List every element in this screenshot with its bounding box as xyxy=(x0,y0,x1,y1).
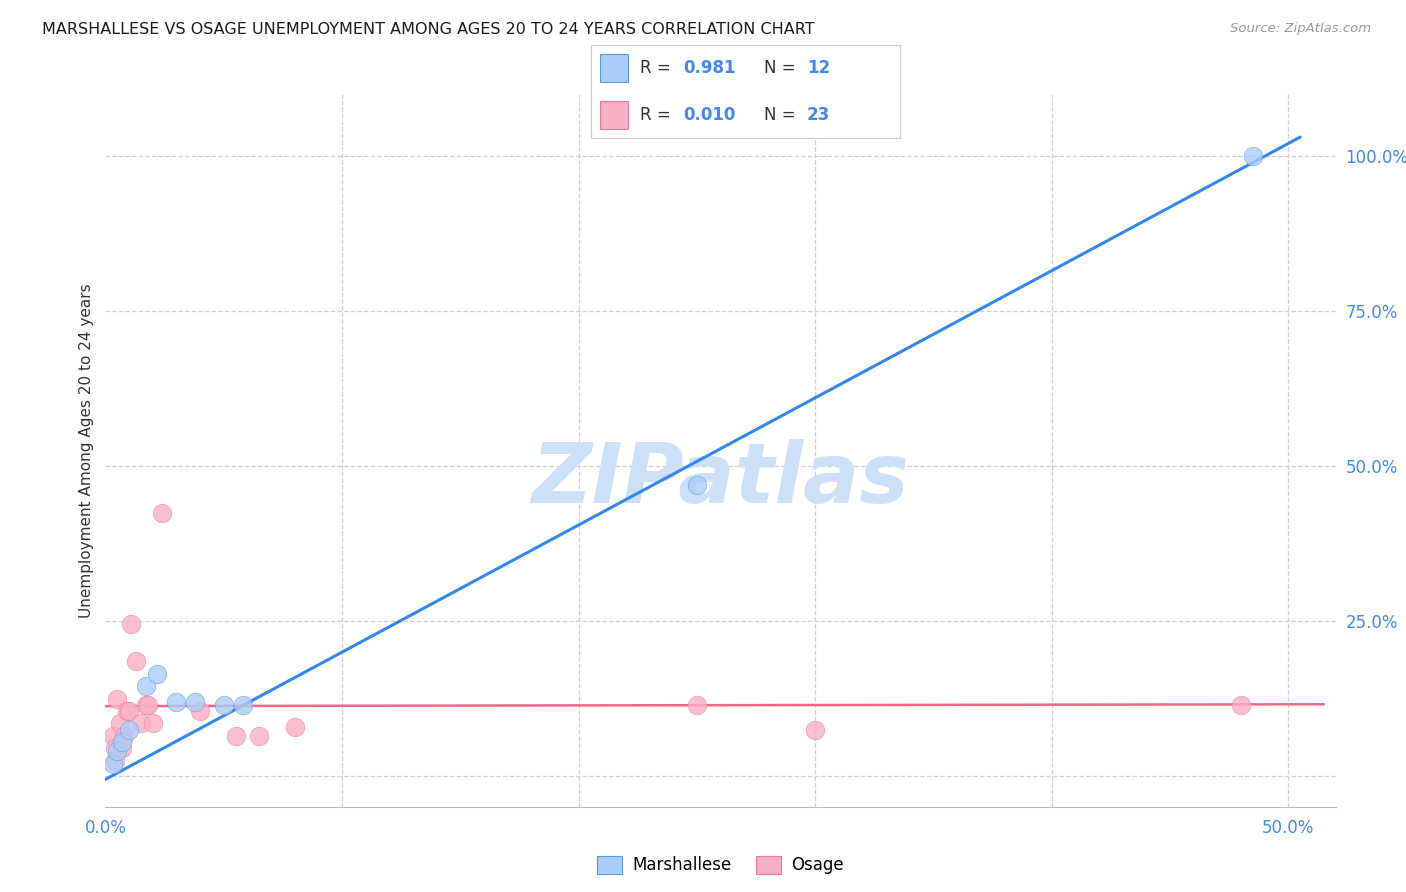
Point xyxy=(247,729,270,743)
Point xyxy=(108,716,131,731)
Point xyxy=(188,704,211,718)
Point xyxy=(165,695,187,709)
Point xyxy=(101,729,124,743)
Point xyxy=(150,506,173,520)
Text: MARSHALLESE VS OSAGE UNEMPLOYMENT AMONG AGES 20 TO 24 YEARS CORRELATION CHART: MARSHALLESE VS OSAGE UNEMPLOYMENT AMONG … xyxy=(42,22,815,37)
Point xyxy=(118,704,141,718)
Point xyxy=(142,716,165,731)
Text: N =: N = xyxy=(763,106,800,124)
Point xyxy=(1241,149,1264,163)
Point xyxy=(115,704,138,718)
Y-axis label: Unemployment Among Ages 20 to 24 years: Unemployment Among Ages 20 to 24 years xyxy=(79,283,94,618)
Point xyxy=(184,695,207,709)
Point xyxy=(121,617,143,632)
Text: 12: 12 xyxy=(807,59,830,77)
Point xyxy=(212,698,235,712)
Text: 23: 23 xyxy=(807,106,831,124)
Point xyxy=(104,754,127,768)
Text: 0.981: 0.981 xyxy=(683,59,735,77)
Point xyxy=(284,720,307,734)
Point xyxy=(804,723,827,737)
Point xyxy=(135,679,157,693)
Legend: Marshallese, Osage: Marshallese, Osage xyxy=(591,849,851,881)
Point xyxy=(129,716,152,731)
Text: N =: N = xyxy=(763,59,800,77)
FancyBboxPatch shape xyxy=(600,101,627,129)
Text: 0.010: 0.010 xyxy=(683,106,735,124)
Point xyxy=(111,735,134,749)
Point xyxy=(118,723,141,737)
Text: Source: ZipAtlas.com: Source: ZipAtlas.com xyxy=(1230,22,1371,36)
Point xyxy=(232,698,254,712)
Point xyxy=(105,691,128,706)
Point xyxy=(125,655,148,669)
FancyBboxPatch shape xyxy=(600,54,627,82)
Text: R =: R = xyxy=(640,106,676,124)
Point xyxy=(111,741,134,756)
Point xyxy=(686,698,709,712)
Point xyxy=(104,741,127,756)
Point xyxy=(225,729,247,743)
Point xyxy=(1230,698,1253,712)
Point xyxy=(112,729,135,743)
Point xyxy=(686,477,709,491)
Text: R =: R = xyxy=(640,59,676,77)
Point xyxy=(146,666,169,681)
Point xyxy=(135,698,157,712)
Text: ZIPatlas: ZIPatlas xyxy=(531,439,910,519)
Point xyxy=(101,756,124,771)
Point xyxy=(136,698,159,712)
Point xyxy=(105,744,128,758)
